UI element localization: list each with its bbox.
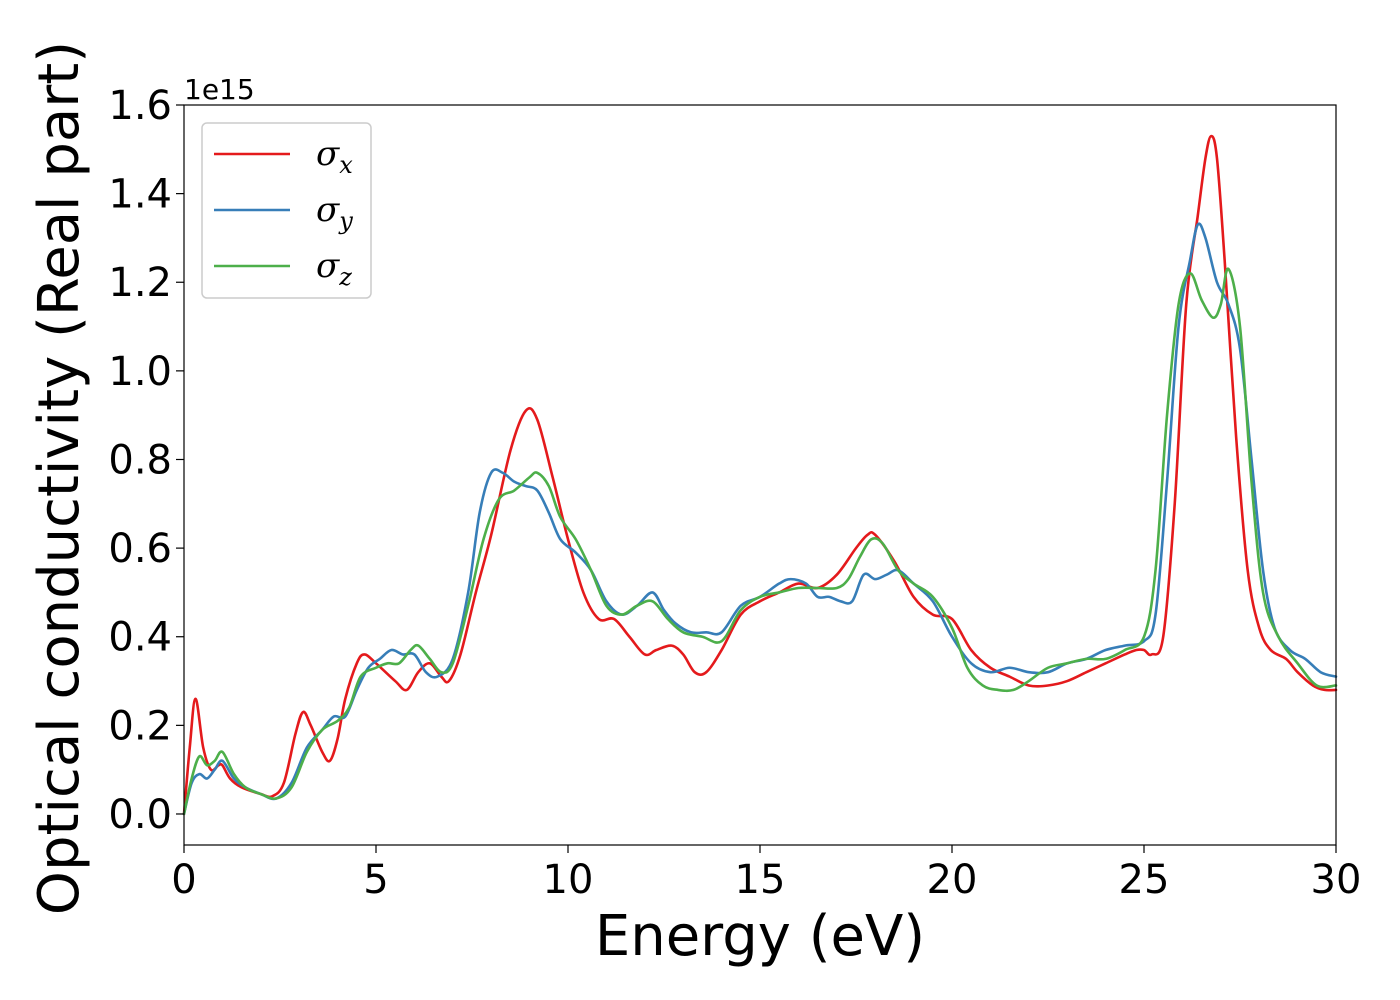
- x-tick-label: 20: [927, 857, 978, 903]
- legend-label-y: σy: [316, 190, 353, 235]
- x-tick-label: 10: [543, 857, 594, 903]
- y-axis: 0.0 0.2 0.4 0.6 0.8 1.0 1.2 1.4 1.6: [108, 83, 184, 838]
- legend-label-z: σz: [316, 246, 352, 291]
- y-tick-label: 0.8: [108, 437, 172, 483]
- y-tick-label: 1.0: [108, 349, 172, 395]
- x-tick-label: 25: [1119, 857, 1170, 903]
- y-axis-title: Optical conductivity (Real part): [27, 41, 92, 915]
- legend: σx σy σz: [201, 122, 372, 299]
- y-tick-label: 0.2: [108, 703, 172, 749]
- x-tick-label: 30: [1311, 857, 1362, 903]
- legend-label-x: σx: [316, 134, 353, 179]
- x-tick-label: 0: [171, 857, 196, 903]
- series-line-z: [182, 267, 1338, 816]
- y-tick-label: 1.4: [108, 172, 172, 218]
- x-tick-label: 5: [363, 857, 388, 903]
- x-axis: 0 5 10 15 20 25 30: [171, 845, 1361, 903]
- series-layer: [182, 134, 1338, 816]
- x-tick-label: 15: [735, 857, 786, 903]
- y-tick-label: 1.2: [108, 260, 172, 306]
- y-offset-label: 1e15: [184, 73, 255, 106]
- x-axis-title: Energy (eV): [595, 904, 925, 969]
- y-tick-label: 0.4: [108, 615, 172, 661]
- y-tick-label: 0.6: [108, 526, 172, 572]
- plot-area: [184, 105, 1336, 845]
- y-tick-label: 1.6: [108, 83, 172, 129]
- y-tick-label: 0.0: [108, 792, 172, 838]
